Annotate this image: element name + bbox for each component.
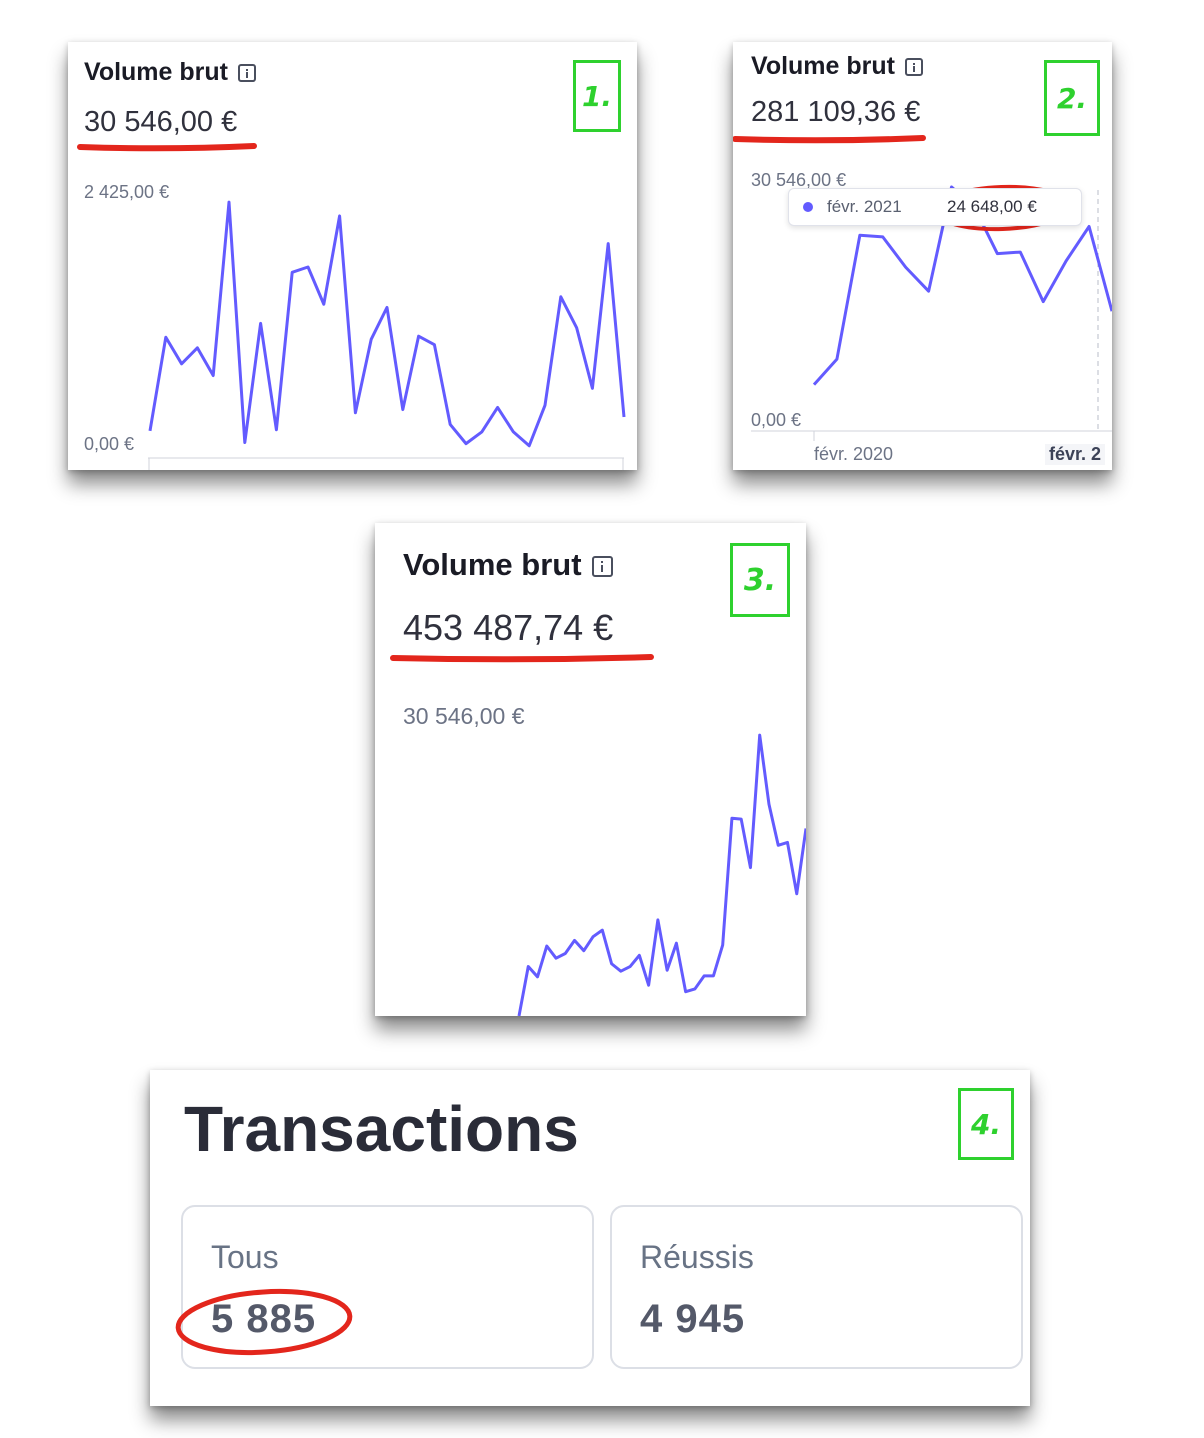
gross-volume-panel-2: Volume brut 281 109,36 € 2. 30 546,00 € … [733, 42, 1112, 470]
card-label: Tous [211, 1239, 279, 1275]
info-icon[interactable] [904, 58, 923, 77]
info-icon[interactable] [237, 64, 256, 83]
tooltip-value: 24 648,00 € [947, 197, 1037, 216]
step-tag: 2. [1044, 60, 1100, 136]
red-circle-annotation [175, 1288, 353, 1356]
chart-tooltip: févr. 2021 24 648,00 € [788, 188, 1082, 226]
gross-volume-amount: 281 109,36 € [751, 96, 921, 128]
gross-volume-amount: 453 487,74 € [403, 607, 614, 648]
step-tag: 3. [730, 543, 790, 617]
y-axis-min-label: 0,00 € [84, 434, 135, 454]
y-axis-max-label: 30 546,00 € [751, 170, 847, 190]
gross-volume-chart[interactable] [733, 42, 1112, 470]
tooltip-dot [803, 202, 813, 212]
x-axis-label-left: févr. 2020 [814, 444, 894, 464]
gross-volume-amount: 30 546,00 € [84, 106, 238, 138]
y-axis-max-label: 2 425,00 € [84, 182, 170, 202]
red-underline-annotation [77, 143, 257, 152]
card-label: Réussis [640, 1239, 754, 1275]
transactions-title: Transactions [184, 1093, 579, 1165]
step-tag: 4. [958, 1088, 1014, 1160]
filter-card-all[interactable]: Tous 5 885 [181, 1205, 594, 1369]
tooltip-date: févr. 2021 [827, 197, 902, 216]
step-tag: 1. [573, 60, 621, 132]
filter-card-succeeded[interactable]: Réussis 4 945 [610, 1205, 1023, 1369]
panel-title-text: Volume brut [751, 52, 895, 80]
card-value: 4 945 [640, 1297, 746, 1341]
transactions-panel: Transactions 4. Tous 5 885 Réussis 4 945 [150, 1070, 1030, 1406]
red-underline-annotation [390, 654, 654, 663]
series-line [517, 733, 806, 1016]
y-axis-max-label: 30 546,00 € [403, 703, 525, 729]
annotation-layer [175, 1288, 353, 1356]
info-icon[interactable] [591, 556, 613, 578]
gross-volume-chart[interactable] [68, 42, 637, 470]
gross-volume-panel-1: Volume brut 30 546,00 € 1. 2 425,00 € 0,… [68, 42, 637, 470]
panel-title-text: Volume brut [84, 58, 228, 86]
red-underline-annotation [733, 135, 926, 144]
gross-volume-panel-3: Volume brut 453 487,74 € 3. 30 546,00 € [375, 523, 806, 1016]
y-axis-min-label: 0,00 € [751, 410, 802, 430]
panel-title: Volume brut [751, 52, 923, 81]
panel-title: Volume brut [84, 58, 256, 87]
x-axis-label-right: févr. 2 [1045, 444, 1106, 465]
panel-title: Volume brut [403, 547, 613, 583]
card-value: 5 885 [211, 1297, 317, 1341]
gross-volume-chart[interactable] [375, 523, 806, 1016]
panel-title-text: Volume brut [403, 547, 582, 582]
series-line [148, 200, 626, 448]
